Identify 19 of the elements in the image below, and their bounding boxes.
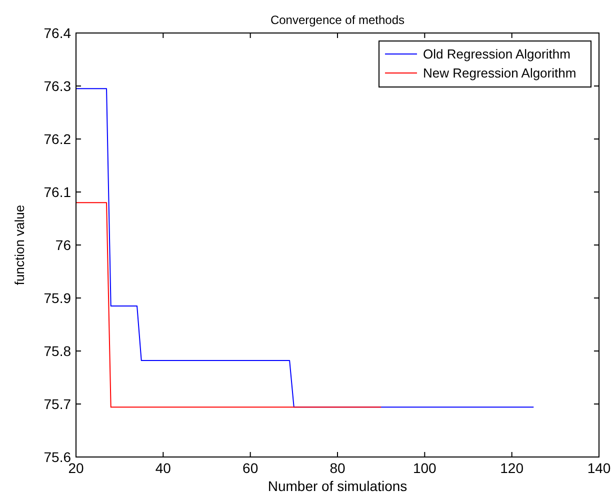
chart-title: Convergence of methods [270,13,405,27]
y-tick-label: 75.8 [44,342,72,359]
x-axis-title: Number of simulations [268,478,408,494]
y-tick-label: 76.4 [44,24,72,41]
x-tick-label: 80 [330,460,346,476]
x-tick-label: 40 [155,460,172,476]
y-tick-label: 76.3 [44,78,72,94]
y-tick-label: 76.2 [44,130,72,147]
x-tick-label: 120 [500,460,524,476]
x-tick-label: 100 [412,460,437,476]
y-tick-label: 75.7 [44,396,72,412]
legend-label: Old Regression Algorithm [423,46,570,62]
x-tick-label: 140 [587,460,611,476]
x-tick-label: 60 [242,460,258,476]
y-tick-label: 75.9 [44,290,72,306]
legend-label: New Regression Algorithm [423,66,576,81]
y-tick-label: 76.1 [44,184,72,200]
y-tick-label: 76 [55,236,72,253]
y-axis-title: function value [12,204,27,286]
